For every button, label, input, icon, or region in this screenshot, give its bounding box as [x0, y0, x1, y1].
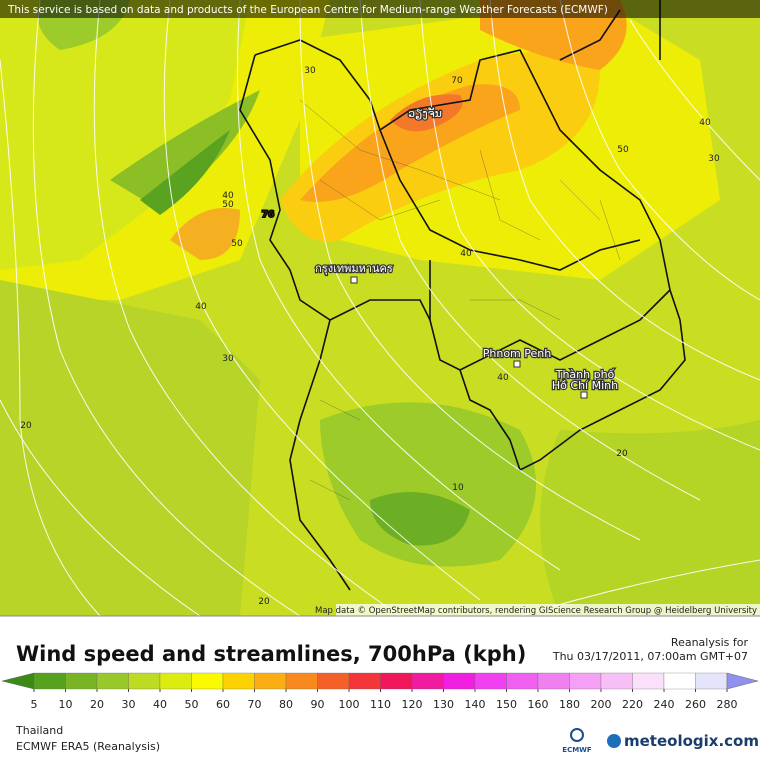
colorbar-bin — [443, 672, 476, 690]
colorbar-arrow — [726, 672, 759, 690]
colorbar-bin — [159, 672, 192, 690]
contour-label: 40 — [699, 118, 711, 128]
colorbar-bin — [569, 672, 602, 690]
colorbar-label: 150 — [496, 698, 517, 711]
colorbar-bin — [191, 672, 224, 690]
contour-label: 20 — [20, 421, 32, 431]
banner: This service is based on data and produc… — [7, 4, 608, 16]
place-label: Phnom Penh — [483, 347, 551, 360]
place-label: Hồ Chí Minh — [552, 379, 618, 392]
colorbar-label: 140 — [465, 698, 486, 711]
colorbar-label: 160 — [528, 698, 549, 711]
colorbar-bin — [96, 672, 129, 690]
contour-label: 40 — [497, 373, 509, 383]
colorbar-bin — [128, 672, 161, 690]
colorbar-bin — [695, 672, 728, 690]
brand-icon — [607, 734, 621, 748]
colorbar-label: 10 — [59, 698, 73, 711]
ecmwf-logo: ECMWF — [562, 746, 592, 754]
legend-title: Wind speed and streamlines, 700hPa (kph) — [16, 642, 526, 666]
colorbar-label: 240 — [654, 698, 675, 711]
colorbar-bin — [65, 672, 98, 690]
colorbar-label: 60 — [216, 698, 230, 711]
colorbar-arrow — [1, 672, 35, 690]
ecmwf-icon — [570, 728, 584, 742]
colorbar-label: 90 — [311, 698, 325, 711]
colorbar-label: 70 — [248, 698, 262, 711]
colorbar-label: 5 — [31, 698, 38, 711]
place-label: กรุงเทพมหานคร — [315, 262, 393, 275]
colorbar-bin — [663, 672, 696, 690]
colorbar-bin — [537, 672, 570, 690]
contour-label: 20 — [258, 597, 270, 607]
colorbar-bin — [222, 672, 255, 690]
colorbar-label: 30 — [122, 698, 136, 711]
reanalysis-label: Reanalysis for — [671, 636, 749, 649]
contour-label: 30 — [304, 66, 316, 76]
colorbar-bin — [380, 672, 413, 690]
colorbar-bin — [348, 672, 381, 690]
valid-time: Thu 03/17/2011, 07:00am GMT+07 — [552, 650, 748, 663]
attribution: Map data © OpenStreetMap contributors, r… — [315, 606, 757, 616]
colorbar-label: 100 — [339, 698, 360, 711]
model: ECMWF ERA5 (Reanalysis) — [16, 740, 160, 753]
colorbar-label: 260 — [685, 698, 706, 711]
colorbar-bin — [33, 672, 66, 690]
colorbar-bin — [317, 672, 350, 690]
colorbar-label: 220 — [622, 698, 643, 711]
colorbar-label: 50 — [185, 698, 199, 711]
colorbar-bin — [254, 672, 287, 690]
contour-label: 20 — [616, 449, 628, 459]
contour-label: 10 — [452, 483, 464, 493]
place-label: ວຽງຈັນ — [408, 107, 442, 120]
colorbar-bin — [506, 672, 539, 690]
place-label: Thành phố — [555, 368, 615, 381]
colorbar-label: 20 — [90, 698, 104, 711]
colorbar-bin — [285, 672, 318, 690]
contour-label: 50 — [231, 239, 243, 249]
colorbar-label: 180 — [559, 698, 580, 711]
brand: meteologix.com — [624, 732, 759, 750]
colorbar-label: 130 — [433, 698, 454, 711]
region: Thailand — [15, 724, 63, 737]
contour-label: 30 — [222, 354, 234, 364]
colorbar-bin — [411, 672, 444, 690]
max-label: 76 — [262, 210, 275, 220]
colorbar-label: 110 — [370, 698, 391, 711]
contour-label: 70 — [451, 76, 463, 86]
colorbar-label: 120 — [402, 698, 423, 711]
colorbar-bin — [600, 672, 633, 690]
colorbar-label: 280 — [717, 698, 738, 711]
contour-label: 40 — [195, 302, 207, 312]
contour-label: 40 — [460, 249, 472, 259]
contour-label: 50 — [617, 145, 629, 155]
colorbar-bin — [474, 672, 507, 690]
map: This service is based on data and produc… — [0, 0, 760, 617]
colorbar: 5 10 20 30 40 50 60 70 80 90 100 110 120 130 140 150 160… — [1, 672, 759, 711]
colorbar-label: 40 — [153, 698, 167, 711]
contour-label: 50 — [222, 200, 234, 210]
contour-label: 40 — [222, 191, 234, 201]
contour-label: 30 — [708, 154, 720, 164]
colorbar-bin — [632, 672, 665, 690]
colorbar-label: 80 — [279, 698, 293, 711]
colorbar-label: 200 — [591, 698, 612, 711]
